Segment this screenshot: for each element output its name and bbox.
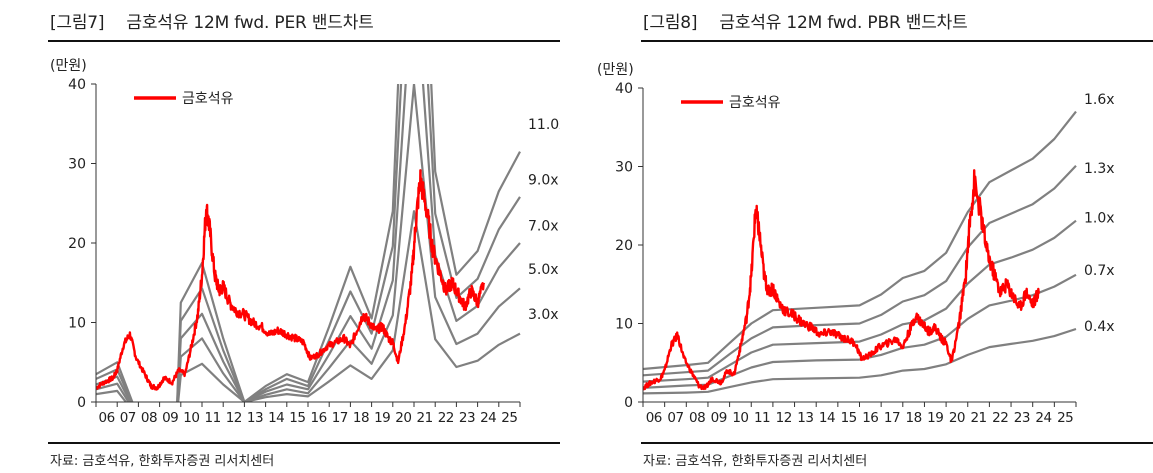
x-tick-label: 24 bbox=[1035, 410, 1051, 424]
band-line-7.0x bbox=[96, 84, 521, 402]
x-tick-label: 06 bbox=[99, 410, 115, 424]
x-tick-label: 07 bbox=[120, 410, 136, 424]
band-line-1.0x bbox=[643, 219, 1077, 383]
y-tick-label: 10 bbox=[615, 317, 633, 333]
x-tick-label: 23 bbox=[459, 410, 475, 424]
band-label: 1.3x bbox=[1084, 161, 1115, 177]
x-tick-label: 08 bbox=[689, 410, 705, 424]
x-tick-label: 24 bbox=[480, 410, 496, 424]
band-label: 5.0x bbox=[528, 262, 559, 278]
title-rule bbox=[641, 40, 1153, 42]
legend-label: 금호석유 bbox=[729, 95, 781, 111]
figure-number: [그림7] bbox=[50, 13, 105, 33]
per-band-chart-panel: [그림7] 금호석유 12M fwd. PER 밴드차트 (만원) 11.0x 9.0… bbox=[0, 0, 560, 473]
x-tick-label: 20 bbox=[949, 410, 965, 424]
band-line-9.0x bbox=[96, 84, 521, 402]
y-tick-label: 40 bbox=[615, 81, 633, 97]
title-text: 금호석유 12M fwd. PBR 밴드차트 bbox=[719, 13, 968, 33]
band-lines bbox=[96, 84, 521, 402]
figure-number: [그림8] bbox=[643, 13, 698, 33]
band-line-1.3x bbox=[643, 164, 1077, 377]
x-tick-label: 15 bbox=[841, 410, 857, 424]
x-tick-label: 12 bbox=[776, 410, 792, 424]
x-tick-label: 19 bbox=[374, 410, 390, 424]
x-tick-label: 13 bbox=[797, 410, 813, 424]
y-tick-label: 10 bbox=[68, 316, 86, 332]
x-tick-label: 14 bbox=[819, 410, 835, 424]
y-tick-label: 0 bbox=[624, 395, 633, 411]
y-tick-label: 30 bbox=[68, 157, 86, 173]
x-tick-label: 08 bbox=[141, 410, 157, 424]
x-tick-label: 17 bbox=[332, 410, 348, 424]
source-note: 자료: 금호석유, 한화투자증권 리서치센터 bbox=[50, 454, 275, 469]
pbr-band-chart-panel: [그림8] 금호석유 12M fwd. PBR 밴드차트 (만원) 1.6x 1.3x… bbox=[593, 0, 1153, 473]
pbr-band-chart: (만원) 1.6x 1.3x 1.0x 0.7x 0.4x 0 10 20 30 40 06 07 08 0… bbox=[597, 62, 1115, 424]
x-tick-label: 06 bbox=[646, 410, 662, 424]
unit-label: (만원) bbox=[50, 58, 87, 74]
price-line bbox=[96, 169, 486, 391]
x-tick-label: 16 bbox=[311, 410, 327, 424]
per-band-chart: (만원) 11.0x 9.0x 7.0x 5.0x 3.0x 0 10 20 30 40 06 07 08… bbox=[50, 58, 560, 424]
y-tick-label: 40 bbox=[68, 77, 86, 93]
source-note: 자료: 금호석유, 한화투자증권 리서치센터 bbox=[643, 454, 868, 469]
band-lines bbox=[643, 110, 1077, 395]
x-tick-label: 18 bbox=[906, 410, 922, 424]
x-tick-label: 23 bbox=[1014, 410, 1030, 424]
title-text: 금호석유 12M fwd. PER 밴드차트 bbox=[126, 13, 374, 33]
x-tick-label: 22 bbox=[438, 410, 454, 424]
x-tick-label: 10 bbox=[183, 410, 199, 424]
x-tick-label: 17 bbox=[884, 410, 900, 424]
x-tick-label: 14 bbox=[268, 410, 284, 424]
x-tick-label: 10 bbox=[732, 410, 748, 424]
band-label: 0.7x bbox=[1084, 263, 1115, 279]
y-tick-label: 0 bbox=[77, 395, 86, 411]
x-tick-label: 16 bbox=[862, 410, 878, 424]
x-tick-label: 11 bbox=[205, 410, 221, 424]
x-tick-label: 21 bbox=[970, 410, 986, 424]
band-line-5.0x bbox=[96, 84, 521, 402]
source-rule bbox=[641, 442, 1153, 444]
band-label: 3.0x bbox=[528, 307, 559, 323]
x-tick-label: 21 bbox=[417, 410, 433, 424]
x-tick-label: 18 bbox=[353, 410, 369, 424]
chart-title: [그림8] 금호석유 12M fwd. PBR 밴드차트 bbox=[643, 8, 968, 33]
x-tick-label: 22 bbox=[992, 410, 1008, 424]
band-label: 9.0x bbox=[528, 172, 559, 188]
x-tick-label: 19 bbox=[927, 410, 943, 424]
band-line-11.0x bbox=[96, 84, 521, 402]
x-tick-label: 09 bbox=[711, 410, 727, 424]
x-tick-label: 25 bbox=[1057, 410, 1073, 424]
x-tick-label: 12 bbox=[226, 410, 242, 424]
band-label: 1.0x bbox=[1084, 211, 1115, 227]
chart-title: [그림7] 금호석유 12M fwd. PER 밴드차트 bbox=[50, 8, 374, 33]
band-label: 7.0x bbox=[528, 219, 559, 235]
y-tick-label: 20 bbox=[68, 236, 86, 252]
x-tick-label: 09 bbox=[162, 410, 178, 424]
legend-label: 금호석유 bbox=[182, 91, 234, 107]
y-tick-label: 20 bbox=[615, 238, 633, 254]
band-line-3.0x bbox=[96, 210, 521, 402]
y-tick-label: 30 bbox=[615, 160, 633, 176]
title-rule bbox=[48, 40, 560, 42]
band-label: 11.0x bbox=[528, 117, 560, 133]
x-tick-label: 15 bbox=[289, 410, 305, 424]
legend: 금호석유 bbox=[681, 95, 781, 111]
source-rule bbox=[48, 442, 560, 444]
band-label: 1.6x bbox=[1084, 92, 1115, 108]
x-tick-label: 13 bbox=[247, 410, 263, 424]
x-tick-label: 07 bbox=[667, 410, 683, 424]
band-line-1.6x bbox=[643, 110, 1077, 371]
band-label: 0.4x bbox=[1084, 319, 1115, 335]
x-tick-label: 11 bbox=[754, 410, 770, 424]
x-tick-label: 25 bbox=[501, 410, 517, 424]
x-tick-label: 20 bbox=[395, 410, 411, 424]
price-line bbox=[643, 169, 1041, 391]
unit-label: (만원) bbox=[597, 62, 634, 78]
band-line-0.4x bbox=[643, 327, 1077, 395]
legend: 금호석유 bbox=[134, 91, 234, 107]
